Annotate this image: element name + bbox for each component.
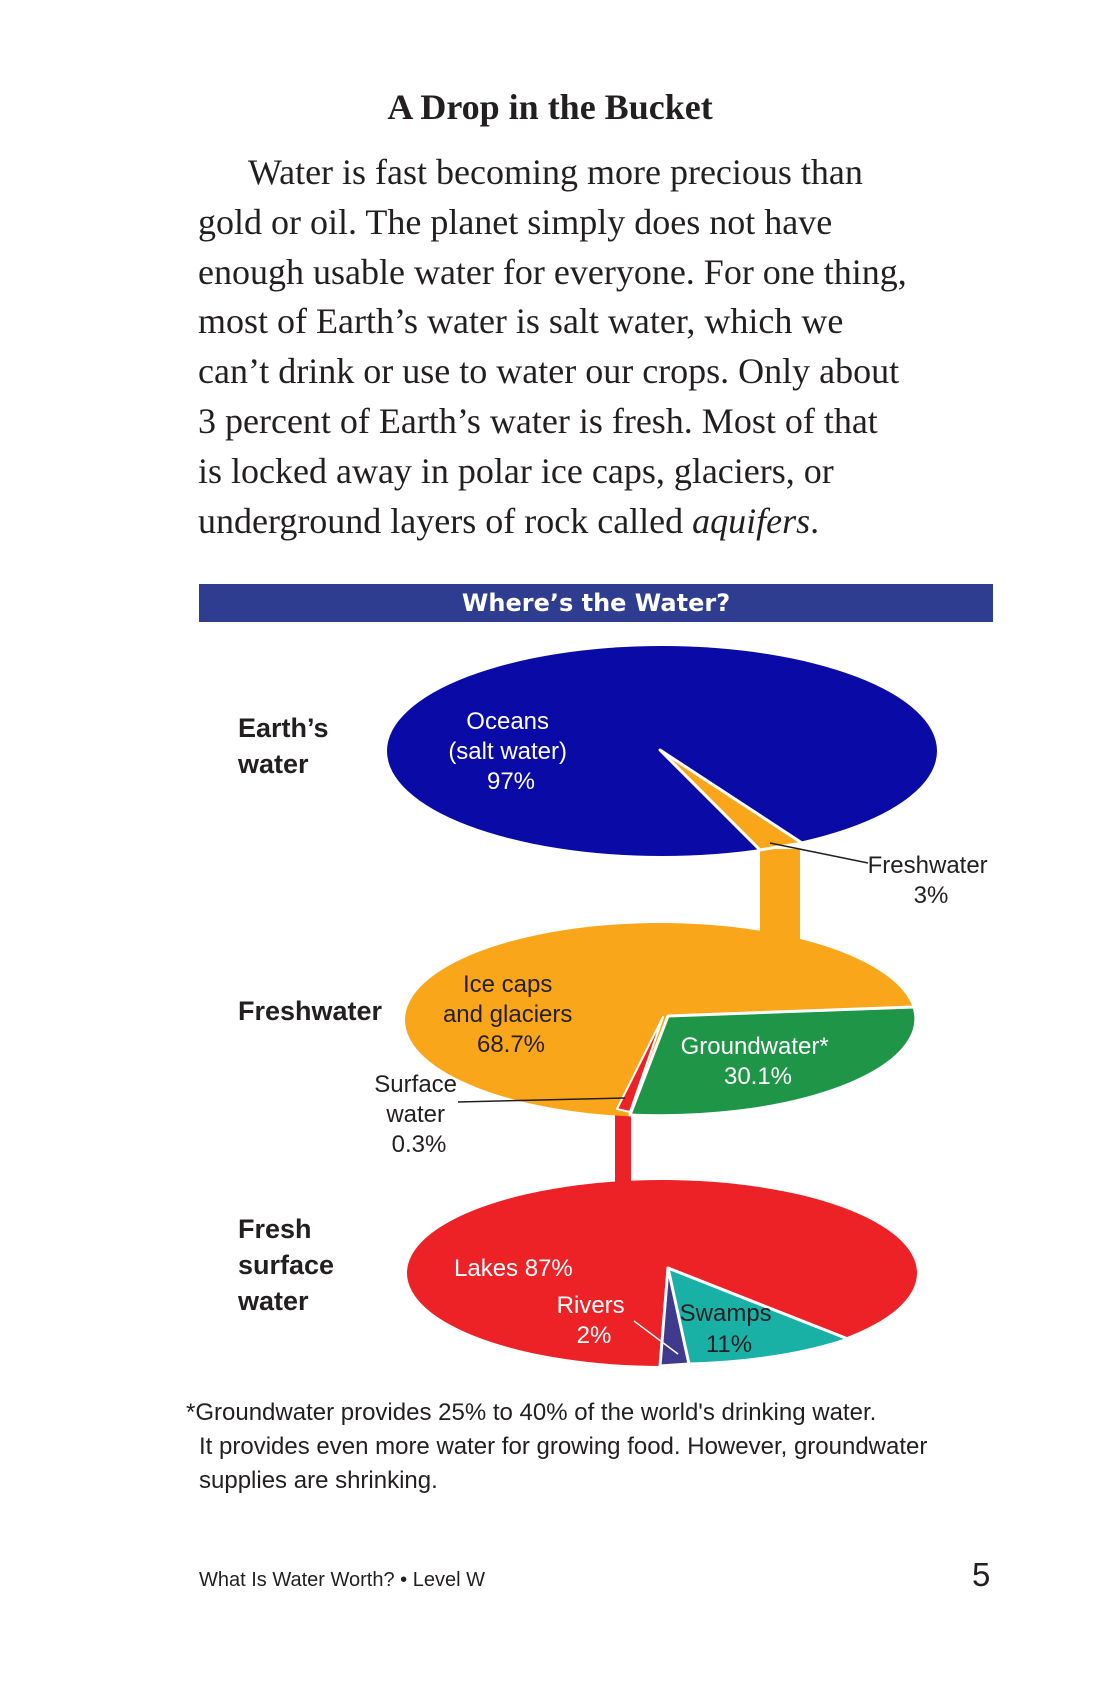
- freshwater-label-line: 3%: [914, 882, 949, 909]
- swamps-label: Swamps 11%: [680, 1300, 779, 1358]
- aquifers-term: aquifers: [692, 500, 811, 541]
- oceans-label-line: 97%: [487, 768, 535, 795]
- body-line: Water is fast becoming more precious tha…: [248, 152, 863, 192]
- groundwater-slice: [628, 1005, 918, 1118]
- surface-water-label-line: 0.3%: [392, 1131, 447, 1158]
- oceans-label-line: Oceans: [466, 708, 549, 735]
- body-line-last: underground layers of rock called aquife…: [198, 497, 998, 547]
- body-line: 3 percent of Earth’s water is fresh. Mos…: [198, 400, 878, 441]
- swamps-label-line: 11%: [706, 1331, 752, 1358]
- surface-water-slice: [616, 1016, 664, 1113]
- lakes-label: Lakes 87%: [454, 1255, 573, 1282]
- groundwater-label-line: Groundwater*: [681, 1033, 829, 1060]
- rivers-slice: [658, 1266, 691, 1368]
- surface-row-label-line: surface: [238, 1250, 334, 1280]
- surface-water-label-line: water: [385, 1101, 445, 1128]
- freshwater-leader: [769, 842, 869, 864]
- body-line: enough usable water for everyone. For on…: [198, 251, 907, 292]
- freshwater-label-line: Freshwater: [868, 852, 988, 879]
- body-line: is locked away in polar ice caps, glacie…: [198, 450, 834, 491]
- body-line: gold or oil. The planet simply does not …: [198, 201, 833, 242]
- page-number: 5: [972, 1556, 991, 1593]
- rivers-label-line: 2%: [577, 1322, 612, 1349]
- ice-caps-label-line: 68.7%: [477, 1031, 545, 1058]
- earth-row-label: Earth’s water: [237, 713, 336, 779]
- surface-row-label-line: water: [237, 1286, 309, 1316]
- swamps-slice: [666, 1266, 850, 1366]
- chart-title-banner: Where’s the Water?: [199, 584, 993, 622]
- freshwater-slice: [658, 748, 804, 852]
- groundwater-label-line: 30.1%: [724, 1063, 792, 1090]
- body-paragraph: Water is fast becoming more precious tha…: [198, 148, 998, 546]
- footnote-line: supplies are shrinking.: [199, 1467, 438, 1494]
- swamps-label-line: Swamps: [680, 1300, 772, 1327]
- book-title-footer: What Is Water Worth? • Level W: [199, 1569, 485, 1591]
- ice-caps-label: Ice caps and glaciers 68.7%: [443, 971, 579, 1058]
- body-text-run: underground layers of rock called: [198, 500, 693, 541]
- section-heading: A Drop in the Bucket: [387, 87, 713, 127]
- surface-water-leader: [457, 1097, 626, 1103]
- body-line: can’t drink or use to water our crops. O…: [198, 351, 900, 392]
- footnote-line: It provides even more water for growing …: [199, 1433, 928, 1460]
- earth-row-label-line: Earth’s: [238, 713, 329, 743]
- oceans-label-line: (salt water): [448, 738, 567, 765]
- surface-water-label-line: Surface: [374, 1071, 457, 1098]
- ice-caps-label-line: Ice caps: [463, 971, 552, 998]
- oceans-label: Oceans (salt water) 97%: [448, 708, 573, 795]
- freshwater-row-label: Freshwater: [238, 996, 383, 1026]
- body-text-run: .: [810, 500, 820, 541]
- surface-row-label: Fresh surface water: [237, 1214, 342, 1316]
- freshwater-connector: [760, 849, 800, 945]
- rivers-label: Rivers 2%: [557, 1292, 632, 1349]
- freshwater-label: Freshwater 3%: [868, 852, 995, 909]
- groundwater-label: Groundwater* 30.1%: [681, 1033, 836, 1090]
- rivers-label-line: Rivers: [557, 1292, 625, 1319]
- ice-caps-label-line: and glaciers: [443, 1001, 572, 1028]
- earth-row-label-line: water: [237, 749, 309, 779]
- footnote-line: *Groundwater provides 25% to 40% of the …: [186, 1399, 877, 1426]
- body-line: most of Earth’s water is salt water, whi…: [198, 301, 844, 342]
- surface-water-label: Surface water 0.3%: [374, 1071, 463, 1158]
- rivers-leader: [633, 1320, 679, 1355]
- groundwater-footnote: *Groundwater provides 25% to 40% of the …: [186, 1396, 1026, 1498]
- surface-row-label-line: Fresh: [238, 1214, 312, 1244]
